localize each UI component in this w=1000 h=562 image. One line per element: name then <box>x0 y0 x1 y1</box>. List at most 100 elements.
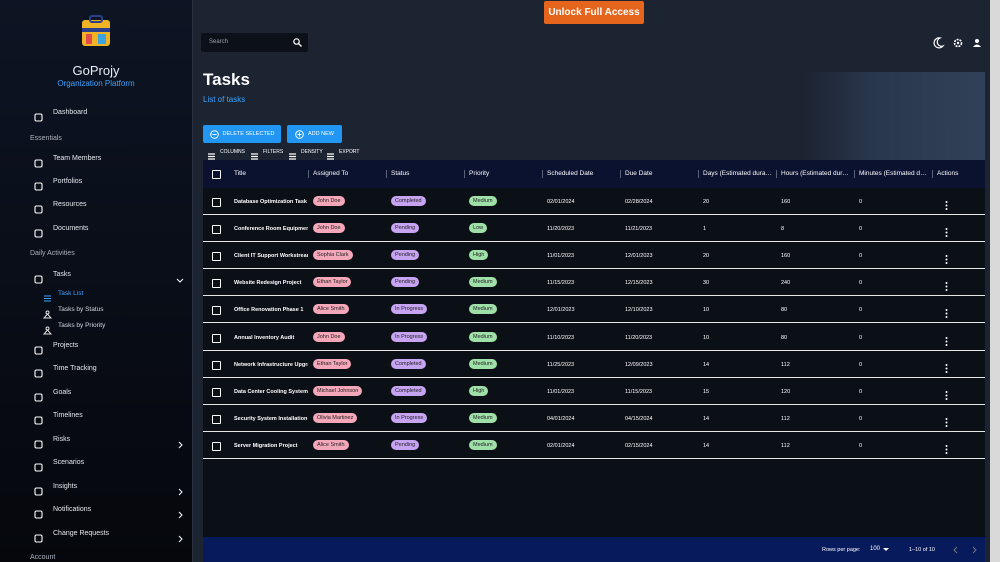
rows-per-page[interactable]: 100 <box>870 546 881 552</box>
icon-glyph <box>945 228 948 238</box>
nav-item[interactable]: Team Members <box>53 155 102 162</box>
row-checkbox[interactable] <box>212 198 221 207</box>
cell: 0 <box>859 334 863 341</box>
cell: 14 <box>703 442 710 449</box>
nav-section: Essentials <box>30 135 62 142</box>
row-actions <box>942 197 951 215</box>
nav-icon <box>34 271 43 289</box>
cell: 120 <box>781 388 791 395</box>
row-checkbox[interactable] <box>212 441 221 451</box>
cell: 12/09/2023 <box>625 361 653 368</box>
pagination-arrows[interactable] <box>953 546 977 554</box>
row-checkbox[interactable] <box>212 252 221 262</box>
icon-glyph <box>34 113 43 122</box>
toolbar-button[interactable]: EXPORT <box>339 149 360 155</box>
cell: 11/20/2023 <box>625 334 653 341</box>
nav-subitem[interactable]: Tasks by Status <box>58 306 104 313</box>
delete-button[interactable]: DELETE SELECTED <box>203 125 281 143</box>
nav-sub-icon <box>43 290 52 308</box>
row-divider <box>203 322 985 324</box>
search-box[interactable]: Search <box>201 33 308 52</box>
chip: High <box>469 385 489 396</box>
nav-item[interactable]: Time Tracking <box>53 365 97 372</box>
cell: 11/20/2023 <box>547 226 575 233</box>
row-checkbox[interactable] <box>212 387 221 397</box>
icon-glyph <box>178 488 183 496</box>
cell: Data Center Cooling System <box>234 388 308 395</box>
column-header[interactable]: Assigned To <box>313 170 349 177</box>
row-checkbox[interactable] <box>212 360 221 370</box>
nav-icon <box>34 436 43 454</box>
nav-item[interactable]: Risks <box>53 436 71 443</box>
row-checkbox[interactable] <box>212 333 221 343</box>
nav-subitem[interactable]: Tasks by Priority <box>58 322 106 329</box>
cell: 10 <box>703 307 710 314</box>
toolbar-button[interactable]: COLUMNS <box>220 149 246 155</box>
cell: 30 <box>703 280 710 287</box>
column-header[interactable]: Hours (Estimated duration) <box>781 170 851 177</box>
cell: 12/01/2023 <box>625 253 653 260</box>
column-header[interactable]: Minutes (Estimated duration) <box>859 170 929 177</box>
nav-item[interactable]: Change Requests <box>53 530 110 537</box>
cell: 0 <box>859 280 863 287</box>
nav-chevron <box>176 484 185 502</box>
row-divider <box>203 457 985 459</box>
nav-item[interactable]: Insights <box>53 483 78 490</box>
nav-subitem[interactable]: Task List <box>58 290 84 297</box>
nav-item[interactable]: Notifications <box>53 506 92 513</box>
icon-glyph <box>327 153 334 160</box>
page-subtitle: List of tasks <box>203 95 246 104</box>
toolbar-button[interactable]: DENSITY <box>301 149 323 155</box>
top-icons[interactable] <box>932 37 984 49</box>
column-header[interactable]: Title <box>234 170 247 177</box>
column-header[interactable]: Actions <box>937 170 959 177</box>
cell: 04/15/2024 <box>625 415 653 422</box>
row-divider <box>203 403 985 405</box>
nav-item[interactable]: Goals <box>53 389 72 396</box>
nav-item[interactable]: Portfolios <box>53 178 83 185</box>
nav-item[interactable]: Resources <box>53 201 87 208</box>
row-divider <box>203 376 985 378</box>
nav-chevron <box>176 531 185 549</box>
row-checkbox[interactable] <box>212 225 221 235</box>
nav-item[interactable]: Tasks <box>53 271 71 278</box>
chip: John Doe <box>313 331 345 342</box>
row-checkbox[interactable] <box>212 306 221 316</box>
column-header[interactable]: Priority <box>469 170 490 177</box>
row-actions <box>942 305 951 323</box>
unlock-button[interactable]: Unlock Full Access <box>544 1 644 24</box>
row-divider <box>203 349 985 351</box>
toolbar-button[interactable]: FILTERS <box>263 149 284 155</box>
tagline: Organization Platform <box>57 79 135 88</box>
icon-glyph <box>34 182 43 191</box>
add-button[interactable]: ADD NEW <box>287 125 342 143</box>
cell: 04/01/2024 <box>547 415 575 422</box>
scrollbar[interactable] <box>990 0 1000 562</box>
cell: Database Optimization Task <box>234 199 307 205</box>
cell: Security System Installation <box>234 415 308 422</box>
cell: 0 <box>859 442 863 449</box>
icon-glyph <box>34 487 43 496</box>
row-checkbox[interactable] <box>212 279 221 289</box>
column-header[interactable]: Scheduled Date <box>547 170 594 177</box>
nav-item[interactable]: Dashboard <box>53 109 88 116</box>
nav-item[interactable]: Timelines <box>53 412 83 419</box>
nav-item[interactable]: Documents <box>53 225 89 232</box>
cell: 02/01/2024 <box>547 199 575 205</box>
header-checkbox[interactable] <box>212 170 221 179</box>
nav-item[interactable]: Scenarios <box>53 459 85 466</box>
cell: 0 <box>859 415 863 422</box>
column-header[interactable]: Due Date <box>625 170 653 177</box>
column-header[interactable]: Status <box>391 170 410 177</box>
column-header[interactable]: Days (Estimated duration) <box>703 170 773 177</box>
column-separator <box>542 170 543 178</box>
column-separator <box>932 170 933 178</box>
row-checkbox[interactable] <box>212 414 221 424</box>
icon-glyph <box>178 511 183 519</box>
cell: Conference Room Equipment Upgrade <box>234 226 308 233</box>
cell: 12/15/2023 <box>625 280 653 287</box>
nav-chevron <box>176 507 185 525</box>
nav-item[interactable]: Projects <box>53 342 79 349</box>
dropdown-arrow[interactable] <box>883 548 889 552</box>
cell: 240 <box>781 280 791 287</box>
